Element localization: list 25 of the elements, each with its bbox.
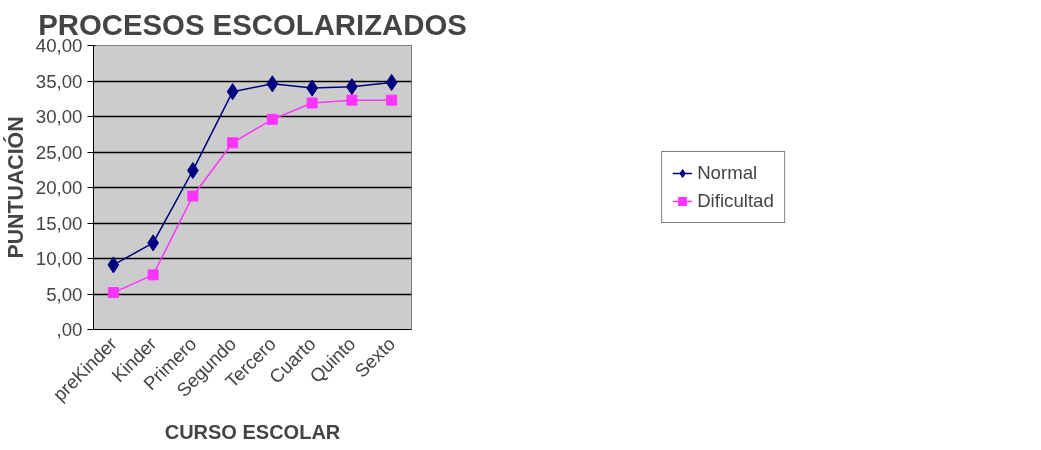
y-tick-label: 25,00 (35, 141, 83, 163)
y-tick-label: 30,00 (35, 106, 83, 127)
point (107, 287, 119, 299)
legend-label: Normal (697, 162, 758, 184)
y-tick-label: 20,00 (35, 177, 83, 198)
point (385, 73, 398, 91)
y-tick-label: 10,00 (35, 248, 83, 269)
y-tick-label: 35,00 (35, 70, 83, 92)
x-axis-title: CURSO ESCOLAR (164, 420, 341, 443)
point (386, 94, 398, 106)
point (266, 75, 279, 93)
point (147, 269, 159, 281)
y-tick-label: 40,00 (35, 35, 83, 56)
point (266, 113, 278, 125)
point (227, 137, 239, 149)
y-tick-label: 15,00 (35, 212, 83, 234)
legend-label: Dificultad (697, 190, 774, 212)
y-tick-label: ,00 (56, 319, 83, 340)
point (226, 83, 239, 101)
point (107, 256, 120, 274)
point (306, 97, 318, 109)
point (346, 94, 358, 106)
y-axis-title: PUNTUACIÓN (2, 116, 28, 259)
y-tick-label: 5,00 (46, 283, 83, 305)
point (187, 190, 199, 202)
